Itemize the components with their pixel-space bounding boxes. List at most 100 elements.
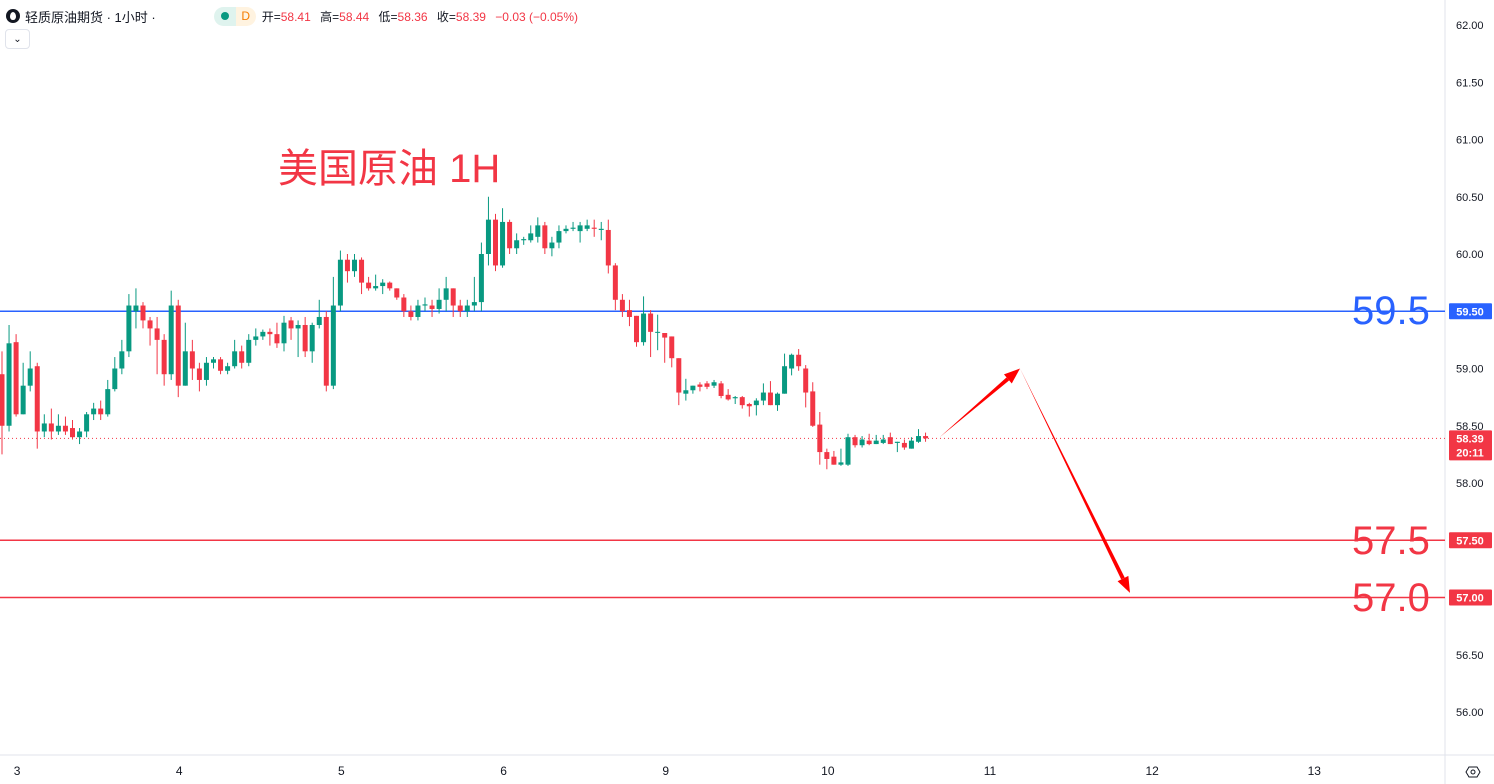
candle-body	[598, 228, 604, 230]
market-open-dot-icon	[220, 12, 229, 20]
candle-body	[521, 239, 527, 241]
price-tick-label: 60.00	[1456, 249, 1484, 261]
candle	[126, 294, 132, 358]
price-tick-label: 58.00	[1456, 478, 1484, 490]
candle-body	[535, 225, 541, 237]
candle	[450, 288, 456, 317]
candle-body	[753, 400, 759, 406]
candle-body	[168, 305, 174, 375]
candle	[725, 389, 731, 401]
chart-header: 轻质原油期货 · 1小时 · D 开=58.41 高=58.44 低=58.36…	[6, 6, 584, 26]
candle	[789, 353, 795, 376]
candle	[98, 400, 104, 421]
candle-body	[27, 368, 33, 386]
drawing-arrow-shaft	[1020, 368, 1125, 580]
price-tag-label: 59.50	[1456, 306, 1484, 318]
candles	[0, 196, 929, 470]
candle	[27, 351, 33, 392]
candle	[70, 420, 75, 440]
candle	[662, 333, 668, 363]
candle	[767, 381, 773, 406]
level-label-57-5[interactable]: 57.5	[1352, 519, 1430, 563]
candle	[274, 322, 280, 348]
candle	[13, 334, 19, 417]
gear-icon[interactable]	[1465, 766, 1481, 778]
candle-body	[803, 368, 809, 393]
candle-body	[260, 331, 266, 337]
candle-body	[634, 315, 639, 343]
price-tick-label: 61.00	[1456, 135, 1484, 147]
candle-body	[767, 392, 773, 406]
candle	[648, 310, 654, 358]
candle-body	[387, 282, 393, 289]
time-tick-label: 10	[821, 764, 835, 778]
candle-body	[718, 383, 724, 396]
symbol-title[interactable]: 轻质原油期货 · 1小时 ·	[25, 9, 156, 25]
candle	[91, 402, 97, 421]
candle	[422, 297, 428, 312]
candle-body	[464, 305, 470, 312]
candle-body	[655, 331, 661, 333]
candle	[549, 236, 555, 257]
candle-body	[105, 389, 111, 415]
candle	[408, 305, 414, 321]
candle-body	[485, 219, 491, 254]
gear-center	[1470, 769, 1476, 775]
candle-body	[789, 354, 795, 369]
candle	[641, 296, 647, 346]
candle	[577, 221, 583, 243]
candle-body	[436, 299, 442, 309]
candle-body	[91, 408, 97, 415]
candle	[676, 358, 682, 406]
candle	[154, 316, 160, 375]
candle-body	[253, 336, 259, 340]
candle-body	[478, 254, 484, 303]
candle	[359, 257, 365, 295]
candle	[563, 225, 569, 234]
candle	[373, 274, 379, 291]
candle	[309, 322, 315, 363]
candle-body	[923, 436, 929, 439]
candle-body	[570, 227, 576, 229]
candle	[211, 357, 216, 369]
candle-body	[612, 265, 618, 300]
candle	[894, 441, 900, 453]
level-label-59-5[interactable]: 59.5	[1352, 289, 1430, 333]
candle-body	[563, 228, 569, 232]
candle	[77, 428, 83, 445]
candle	[344, 254, 350, 283]
candle	[41, 414, 47, 438]
collapse-legend-button[interactable]: ⌄	[5, 29, 30, 49]
candle	[880, 434, 886, 445]
candle-body	[182, 351, 188, 386]
candle-body	[359, 259, 365, 283]
candle	[598, 221, 604, 241]
candle-body	[450, 288, 456, 306]
candle-body	[908, 440, 914, 449]
candle-body	[196, 368, 202, 380]
arrow-head-icon	[1003, 368, 1021, 384]
candle-body	[267, 331, 273, 335]
candle-body	[352, 259, 357, 272]
candle-body	[641, 313, 647, 343]
candle-body	[0, 374, 5, 426]
candle-body	[330, 305, 336, 386]
price-tick-label: 62.00	[1456, 20, 1484, 32]
candle	[415, 299, 421, 321]
chart-annotation-text[interactable]: 美国原油 1H	[278, 147, 501, 191]
level-label-57-0[interactable]: 57.0	[1352, 576, 1430, 620]
candle-body	[422, 304, 428, 306]
candle-body	[457, 305, 463, 312]
candle	[873, 434, 879, 445]
candle	[683, 378, 689, 401]
candle	[394, 288, 400, 300]
candle	[711, 379, 717, 388]
candle	[380, 279, 386, 295]
candle	[591, 219, 597, 237]
candle	[246, 334, 252, 367]
market-status-badge[interactable]: D	[213, 6, 256, 26]
candle	[852, 434, 858, 448]
candle	[655, 314, 661, 351]
candle	[140, 302, 146, 329]
